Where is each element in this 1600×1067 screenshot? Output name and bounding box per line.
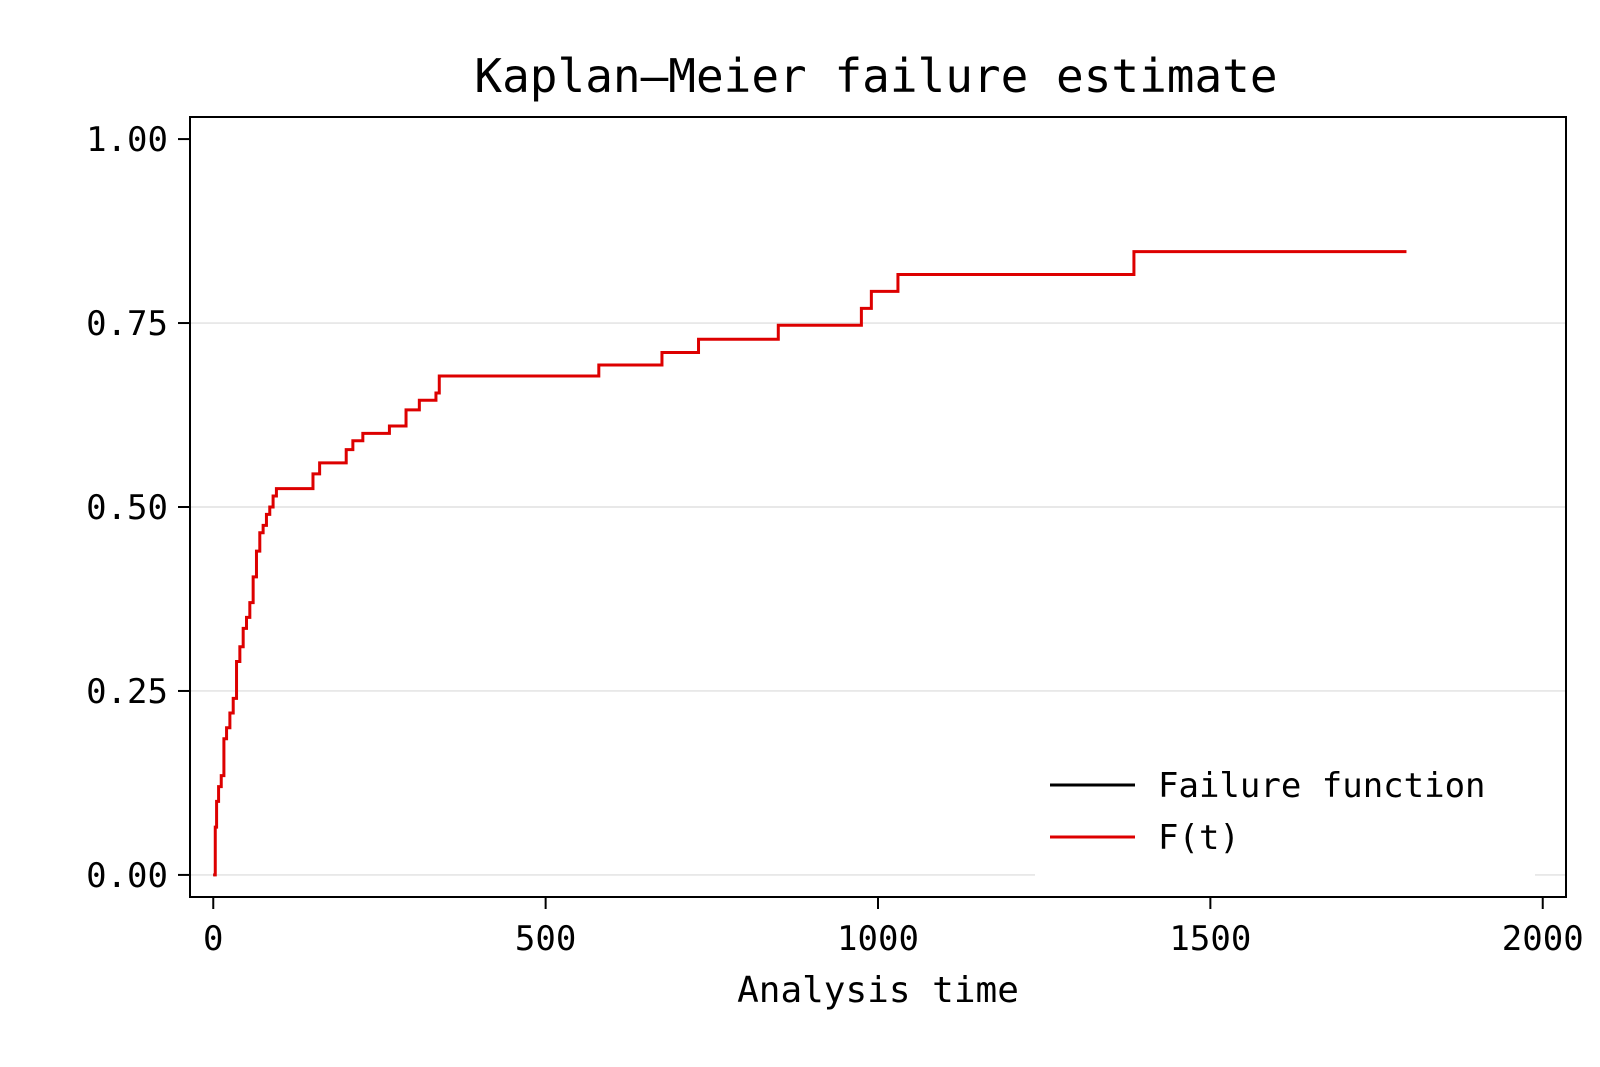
x-tick-label-2: 1000 bbox=[837, 919, 919, 959]
x-axis-label: Analysis time bbox=[737, 970, 1019, 1011]
y-tick-label-3: 0.75 bbox=[86, 304, 168, 344]
x-tick-label-3: 1500 bbox=[1169, 919, 1251, 959]
legend-label-0: Failure function bbox=[1158, 766, 1486, 806]
series-lines bbox=[213, 250, 1407, 877]
legend-box bbox=[1035, 760, 1535, 890]
axes: 0.00 0.25 0.50 0.75 1.00 0 500 1000 1500 2000 bbox=[86, 120, 1584, 959]
series-line-1 bbox=[213, 250, 1407, 877]
y-tick-label-4: 1.00 bbox=[86, 120, 168, 160]
y-tick-label-1: 0.25 bbox=[86, 672, 168, 712]
legend: Failure function F(t) bbox=[1035, 760, 1535, 890]
x-tick-label-1: 500 bbox=[515, 919, 576, 959]
legend-label-1: F(t) bbox=[1158, 818, 1240, 858]
y-tick-label-0: 0.00 bbox=[86, 856, 168, 896]
chart-title: Kaplan–Meier failure estimate bbox=[474, 49, 1277, 103]
x-tick-label-4: 2000 bbox=[1502, 919, 1584, 959]
y-tick-label-2: 0.50 bbox=[86, 488, 168, 528]
x-tick-label-0: 0 bbox=[203, 919, 223, 959]
